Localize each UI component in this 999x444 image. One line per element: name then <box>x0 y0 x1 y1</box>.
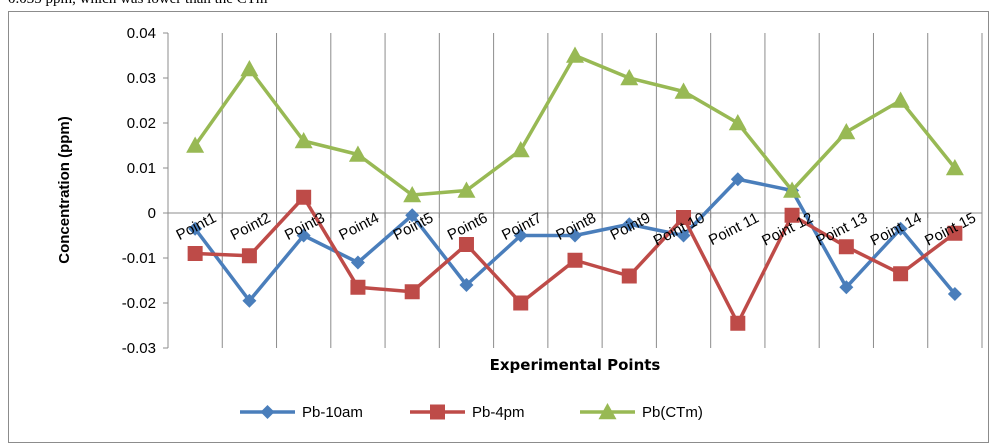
y-axis-title: Concentration (ppm) <box>56 116 73 264</box>
triangle-marker <box>186 136 205 153</box>
triangle-marker <box>240 60 259 77</box>
diamond-marker <box>947 287 962 301</box>
axes <box>163 32 983 349</box>
triangle-marker <box>728 114 747 131</box>
y-tick-label: 0.01 <box>127 160 156 177</box>
diamond-marker <box>839 280 854 295</box>
legend-entry: Pb-10am <box>240 404 363 421</box>
square-marker <box>241 248 257 264</box>
square-marker <box>187 246 203 261</box>
triangle-marker <box>348 145 367 162</box>
square-marker <box>676 210 692 225</box>
y-tick-label: 0 <box>148 205 156 222</box>
triangle-marker <box>294 132 313 149</box>
legend-label: Pb-10am <box>302 404 363 421</box>
square-marker <box>784 207 800 223</box>
preceding-text-line: 0.035 ppm, which was lower than the CTm <box>8 0 268 8</box>
diamond-marker <box>676 228 691 243</box>
diamond-marker <box>260 405 275 419</box>
x-tick-label: Point9 <box>608 209 654 243</box>
x-tick-label: Point4 <box>336 209 382 243</box>
triangle-marker <box>891 91 910 108</box>
square-marker <box>513 295 529 311</box>
legend-entry: Pb(CTm) <box>580 403 703 421</box>
gridlines <box>167 33 983 348</box>
diamond-marker <box>296 228 311 243</box>
diamond-marker <box>513 228 528 243</box>
x-tick-label: Point 11 <box>706 209 762 249</box>
diamond-marker <box>568 228 582 243</box>
x-tick-label: Point 15 <box>922 209 979 249</box>
legend: Pb-10am Pb-4pm Pb(CTm) <box>240 403 703 421</box>
x-tick-label: Point1 <box>173 209 219 243</box>
diamond-marker <box>350 255 365 270</box>
triangle-marker <box>945 159 964 176</box>
square-marker <box>947 225 963 241</box>
triangle-marker <box>620 69 639 86</box>
triangle-marker <box>598 403 617 420</box>
y-tick-label: 0.03 <box>127 70 156 87</box>
square-marker <box>458 237 474 252</box>
diamond-marker <box>730 172 745 187</box>
triangle-marker <box>837 123 856 140</box>
series-lines <box>186 46 964 331</box>
series-pb-10am <box>188 172 962 308</box>
y-tick-label: 0.04 <box>127 25 156 42</box>
square-marker <box>296 189 312 205</box>
diamond-marker <box>242 293 257 308</box>
triangle-marker <box>403 186 422 203</box>
y-tick-label: -0.02 <box>122 295 156 312</box>
chart-frame <box>8 11 989 443</box>
square-marker <box>350 279 366 295</box>
triangle-marker <box>566 46 584 63</box>
legend-label: Pb(CTm) <box>642 404 703 421</box>
triangle-marker <box>674 82 693 99</box>
square-marker <box>404 284 420 300</box>
square-marker <box>621 268 637 284</box>
x-tick-label: Point 14 <box>868 209 925 249</box>
y-tick-label: -0.03 <box>122 340 156 357</box>
square-marker <box>893 266 909 282</box>
y-tick-label: -0.01 <box>122 250 156 267</box>
square-marker <box>838 239 854 255</box>
diamond-marker <box>459 278 474 292</box>
y-tick-labels: 0.04 0.03 0.02 0.01 0 -0.01 -0.02 -0.03 <box>122 25 156 357</box>
x-tick-labels: Point1 Point2 Point3 Point4 Point5 Point6 Poin… <box>173 209 978 249</box>
legend-label: Pb-4pm <box>472 404 525 421</box>
diamond-marker <box>893 221 908 236</box>
y-tick-label: 0.02 <box>127 115 156 132</box>
series-line <box>193 53 957 197</box>
diamond-marker <box>405 208 420 223</box>
triangle-marker <box>457 181 476 198</box>
square-marker <box>430 404 445 420</box>
triangle-marker <box>511 141 530 158</box>
diamond-marker <box>622 217 637 232</box>
x-axis-title: Experimental Points <box>490 356 661 374</box>
legend-entry: Pb-4pm <box>410 404 525 421</box>
square-marker <box>730 315 746 331</box>
triangle-marker <box>783 181 802 198</box>
square-marker <box>567 252 583 268</box>
series-pb-ctm- <box>186 46 964 203</box>
diamond-marker <box>188 221 203 236</box>
series-pb-4pm <box>187 189 963 331</box>
